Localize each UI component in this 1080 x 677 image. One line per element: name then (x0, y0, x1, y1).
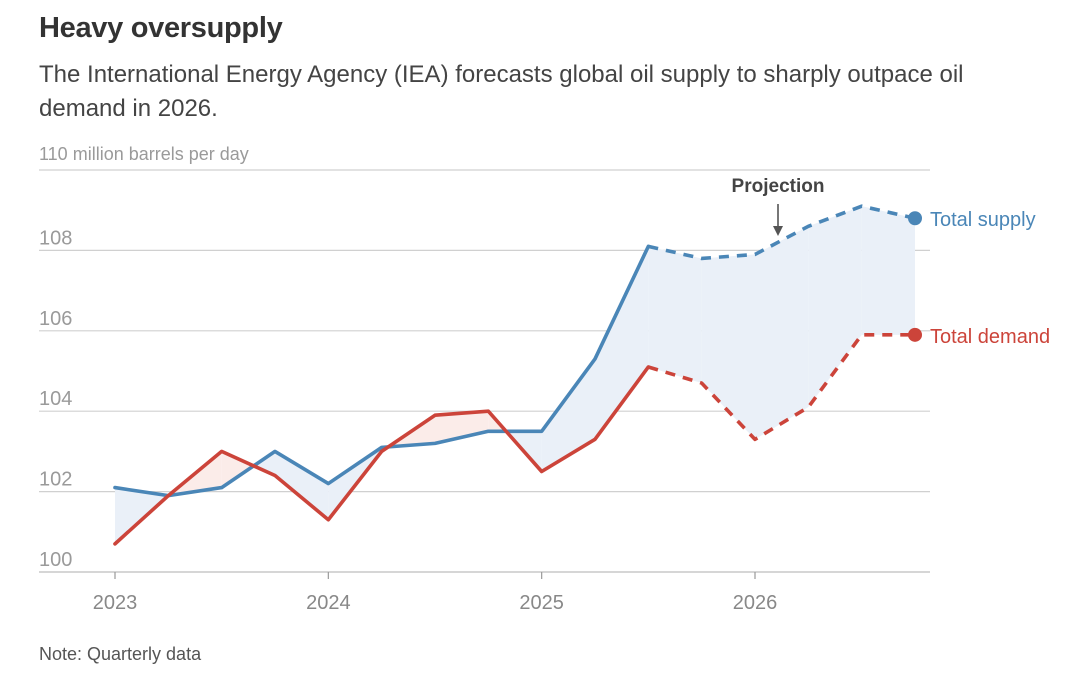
footnote: Note: Quarterly data (39, 644, 202, 664)
y-tick-label-104: 104 (39, 388, 72, 410)
gap-fill-14 (861, 206, 915, 335)
chart-subtitle: The International Energy Agency (IEA) fo… (39, 61, 964, 122)
gap-fill-2b (253, 451, 275, 476)
gap-fill-8 (541, 358, 595, 472)
gap-fill-6 (435, 411, 489, 444)
projection-annotation: Projection (732, 176, 825, 197)
total-demand-end-marker (908, 327, 922, 342)
total-supply-end-marker (908, 211, 922, 226)
gap-fill-11 (701, 254, 755, 440)
chart-title: Heavy oversupply (39, 12, 283, 44)
y-axis-unit-label: 110 million barrels per day (39, 144, 249, 164)
total-demand-line-projection (647, 333, 915, 442)
total-demand-line-actual (113, 365, 651, 546)
y-tick-label-108: 108 (39, 227, 72, 249)
projection-arrow-head (773, 226, 783, 236)
y-tick-label-102: 102 (39, 469, 72, 491)
x-tick-label-2025: 2025 (519, 592, 564, 614)
x-tick-label-2023: 2023 (93, 592, 138, 614)
gap-fill-12 (755, 226, 809, 440)
total-supply-line-projection (647, 204, 916, 261)
gap-fill-10 (648, 246, 702, 384)
y-tick-label-106: 106 (39, 308, 72, 330)
total-demand-legend-label: Total demand (930, 326, 1050, 348)
total-supply-line-actual (113, 244, 651, 498)
y-tick-label-100: 100 (39, 549, 72, 571)
gap-fill-3 (275, 451, 329, 520)
gap-fill-9 (595, 246, 649, 440)
gap-fill-2a (221, 451, 254, 488)
x-tick-label-2024: 2024 (306, 592, 351, 614)
x-tick-label-2026: 2026 (733, 592, 778, 614)
gap-fill-13 (808, 206, 862, 408)
total-supply-legend-label: Total supply (930, 209, 1036, 231)
